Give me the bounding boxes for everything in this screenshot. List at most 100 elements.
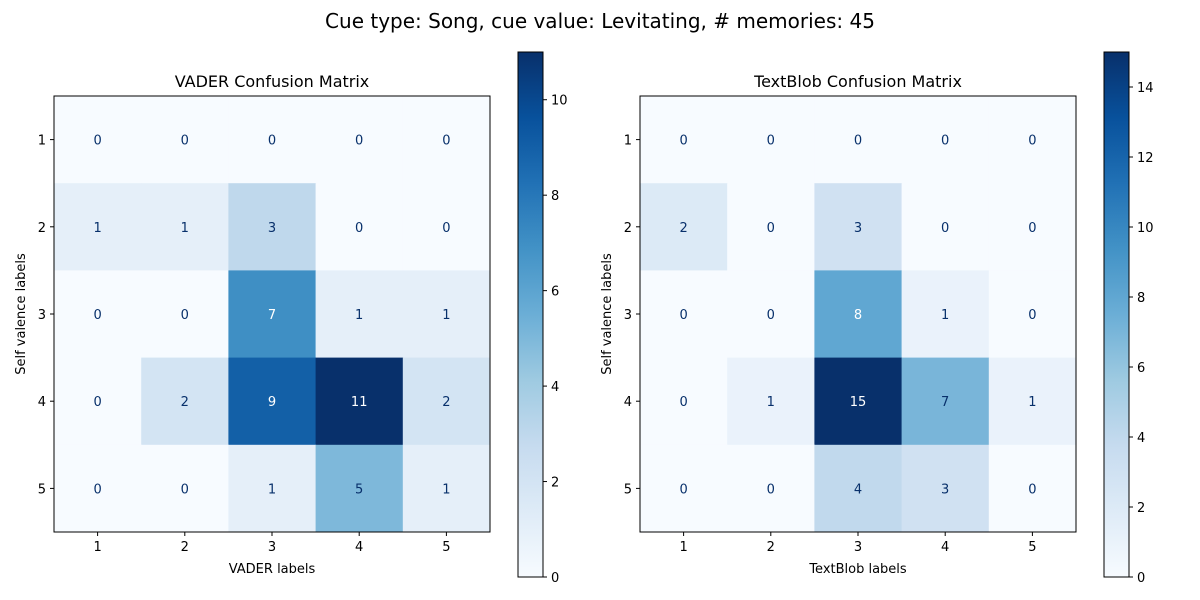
vader-cell-r5-c3 <box>228 444 317 533</box>
vader-colorbar-tick-label: 4 <box>551 380 559 395</box>
vader-cell-r1-c1 <box>54 96 142 184</box>
textblob-cell-r4-c4 <box>901 357 990 446</box>
textblob-cell-r3-c3 <box>814 270 903 359</box>
textblob-cell-value: 1 <box>1028 395 1036 410</box>
textblob-cell-value: 4 <box>854 482 862 497</box>
vader-cell-value: 0 <box>93 482 101 497</box>
textblob-cell-r1-c5 <box>988 96 1077 184</box>
vader-cell-r4-c1 <box>54 357 142 446</box>
textblob-cell-r1-c1 <box>640 96 728 184</box>
textblob-x-tick-label: 1 <box>679 540 687 555</box>
vader-x-tick-label: 4 <box>355 540 363 555</box>
textblob-cell-value: 2 <box>679 221 687 236</box>
textblob-colorbar-tick-label: 12 <box>1137 151 1154 166</box>
textblob-y-tick-label: 5 <box>624 482 632 497</box>
textblob-cell-r5-c3 <box>814 444 903 533</box>
textblob-cell-value: 0 <box>767 308 775 323</box>
textblob-cell-value: 1 <box>767 395 775 410</box>
vader-plot-title: VADER Confusion Matrix <box>175 72 370 91</box>
vader-cell-value: 5 <box>355 482 363 497</box>
vader-cell-value: 1 <box>442 482 450 497</box>
textblob-x-tick-label: 4 <box>941 540 949 555</box>
textblob-cell-r5-c1 <box>640 444 728 533</box>
textblob-colorbar <box>1104 52 1129 577</box>
vader-cell-value: 0 <box>93 134 101 149</box>
textblob-plot-title: TextBlob Confusion Matrix <box>753 72 962 91</box>
vader-cell-value: 9 <box>268 395 276 410</box>
vader-cell-r3-c3 <box>228 270 317 359</box>
vader-cell-r1-c2 <box>141 96 229 184</box>
textblob-x-tick-label: 2 <box>767 540 775 555</box>
vader-cell-value: 0 <box>442 221 450 236</box>
textblob-cell-r3-c1 <box>640 270 728 359</box>
textblob-cell-r5-c5 <box>988 444 1077 533</box>
textblob-cell-value: 15 <box>850 395 867 410</box>
textblob-cell-value: 0 <box>767 482 775 497</box>
vader-cell-value: 0 <box>181 134 189 149</box>
vader-cell-value: 1 <box>355 308 363 323</box>
vader-y-tick-label: 5 <box>38 482 46 497</box>
vader-colorbar-tick-label: 8 <box>551 189 559 204</box>
textblob-y-axis-label: Self valence labels <box>600 253 615 375</box>
textblob-cell-value: 0 <box>767 134 775 149</box>
textblob-cell-value: 0 <box>1028 482 1036 497</box>
vader-cell-r5-c5 <box>402 444 491 533</box>
textblob-cell-r1-c4 <box>901 96 990 184</box>
textblob-cell-value: 8 <box>854 308 862 323</box>
textblob-cell-r5-c2 <box>727 444 815 533</box>
vader-y-tick-label: 4 <box>38 395 46 410</box>
textblob-cell-r3-c5 <box>988 270 1077 359</box>
vader-cell-r4-c3 <box>228 357 317 446</box>
vader-cell-r3-c1 <box>54 270 142 359</box>
textblob-cell-value: 7 <box>941 395 949 410</box>
textblob-cell-value: 0 <box>1028 308 1036 323</box>
textblob-cell-value: 0 <box>1028 221 1036 236</box>
textblob-cell-value: 3 <box>854 221 862 236</box>
textblob-cell-value: 0 <box>767 221 775 236</box>
vader-colorbar-tick-label: 0 <box>551 571 559 586</box>
textblob-cell-value: 0 <box>679 482 687 497</box>
textblob-y-tick-label: 4 <box>624 395 632 410</box>
textblob-cell-r4-c1 <box>640 357 728 446</box>
vader-cell-r2-c4 <box>315 183 404 271</box>
textblob-cell-r5-c4 <box>901 444 990 533</box>
vader-cell-value: 1 <box>181 221 189 236</box>
textblob-colorbar-tick-label: 10 <box>1137 221 1154 236</box>
textblob-cell-value: 0 <box>679 308 687 323</box>
textblob-colorbar-tick-label: 6 <box>1137 361 1145 376</box>
vader-cell-r5-c1 <box>54 444 142 533</box>
textblob-cell-r2-c1 <box>640 183 728 271</box>
vader-cell-value: 0 <box>355 134 363 149</box>
vader-cell-r5-c4 <box>315 444 404 533</box>
textblob-cell-r3-c4 <box>901 270 990 359</box>
vader-cell-value: 2 <box>442 395 450 410</box>
vader-cell-value: 1 <box>268 482 276 497</box>
vader-colorbar-tick-label: 6 <box>551 285 559 300</box>
textblob-colorbar-frame <box>1103 51 1130 578</box>
vader-cell-r3-c2 <box>141 270 229 359</box>
textblob-cell-r4-c3 <box>814 357 903 446</box>
textblob-colorbar-tick-label: 14 <box>1137 81 1154 96</box>
vader-cell-value: 3 <box>268 221 276 236</box>
vader-cell-r2-c1 <box>54 183 142 271</box>
textblob-cell-r4-c2 <box>727 357 815 446</box>
textblob-colorbar-tick-label: 0 <box>1137 571 1145 586</box>
vader-cell-value: 0 <box>355 221 363 236</box>
textblob-confusion-matrix: 0 0 0 0 02 0 3 0 00 0 8 1 00 1 15 7 10 0 4 3 01 2 3 4 512345Text… <box>600 51 1154 586</box>
textblob-colorbar-tick-label: 4 <box>1137 431 1145 446</box>
vader-cell-r4-c5 <box>402 357 491 446</box>
vader-x-tick-label: 3 <box>268 540 276 555</box>
vader-y-axis-label: Self valence labels <box>14 253 29 375</box>
textblob-x-tick-label: 5 <box>1028 540 1036 555</box>
vader-cell-value: 2 <box>181 395 189 410</box>
vader-confusion-matrix: 0 0 0 0 01 1 3 0 00 0 7 1 10 2 9 11 20 0 1 5 11 2 3 4 512345VADE… <box>14 51 568 586</box>
vader-cell-r1-c4 <box>315 96 404 184</box>
vader-colorbar-tick-label: 2 <box>551 476 559 491</box>
textblob-cell-r3-c2 <box>727 270 815 359</box>
vader-cell-value: 0 <box>181 308 189 323</box>
vader-cell-r1-c3 <box>228 96 317 184</box>
vader-x-tick-label: 5 <box>442 540 450 555</box>
vader-cell-value: 0 <box>93 308 101 323</box>
vader-cell-value: 1 <box>93 221 101 236</box>
vader-x-axis-label: VADER labels <box>229 562 316 577</box>
